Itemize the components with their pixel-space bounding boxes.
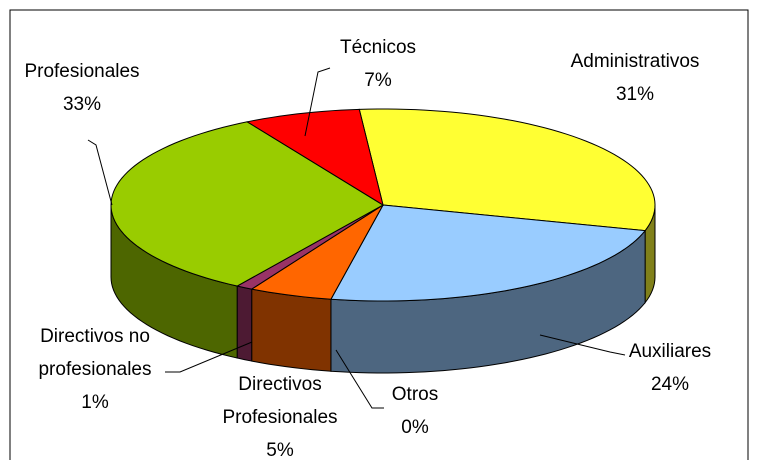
leader-line (165, 341, 253, 373)
label: Directivos no profesionales 1% (20, 320, 170, 419)
leader-line (87, 139, 113, 206)
slice (358, 108, 656, 232)
label: Otros 0% (360, 378, 470, 444)
slice-side (251, 288, 332, 372)
leaders (87, 67, 626, 409)
category-label: Técnicos (339, 37, 417, 58)
label: Auxiliares 24% (600, 335, 740, 401)
label: Directivos Profesionales 5% (200, 368, 360, 460)
category-label: Directivos Profesionales (222, 374, 338, 428)
value-label: 7% (364, 70, 392, 91)
leader-line (304, 67, 331, 137)
leader-line (335, 349, 384, 409)
value-label: 5% (266, 440, 294, 460)
slice (250, 204, 384, 300)
tops (110, 108, 656, 302)
sides (110, 204, 656, 374)
label: Profesionales 33% (12, 55, 152, 121)
label: Técnicos 7% (318, 31, 438, 97)
value-label: 33% (62, 94, 102, 115)
value-label: 1% (81, 392, 109, 413)
slice (245, 108, 384, 207)
category-label: Auxiliares (628, 341, 712, 362)
label: Administrativos 31% (560, 45, 710, 111)
leader-line (539, 334, 626, 356)
slice (330, 204, 647, 302)
category-label: Administrativos (570, 51, 700, 72)
category-label: Profesionales (24, 61, 140, 82)
value-label: 0% (401, 417, 429, 438)
value-label: 24% (650, 374, 690, 395)
category-label: Directivos no profesionales (38, 326, 152, 380)
category-label: Otros (391, 384, 439, 405)
value-label: 31% (615, 84, 655, 105)
slice-side (236, 285, 253, 362)
